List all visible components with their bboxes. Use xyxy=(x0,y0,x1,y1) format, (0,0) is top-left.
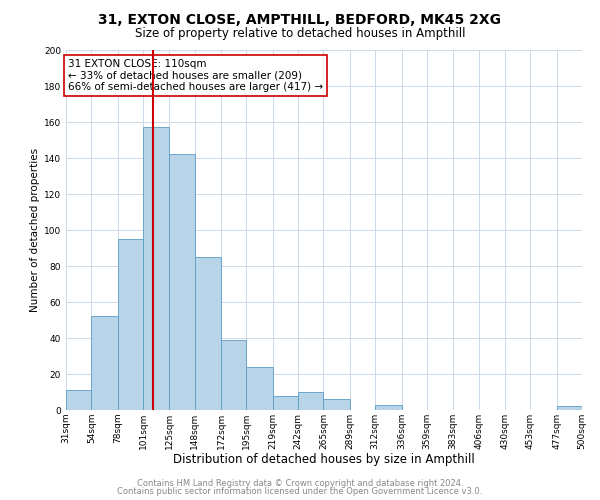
Bar xyxy=(169,154,195,410)
Bar xyxy=(375,404,401,410)
Text: Contains HM Land Registry data © Crown copyright and database right 2024.: Contains HM Land Registry data © Crown c… xyxy=(137,478,463,488)
Bar xyxy=(195,257,221,410)
Text: Contains public sector information licensed under the Open Government Licence v3: Contains public sector information licen… xyxy=(118,487,482,496)
Text: 31, EXTON CLOSE, AMPTHILL, BEDFORD, MK45 2XG: 31, EXTON CLOSE, AMPTHILL, BEDFORD, MK45… xyxy=(98,12,502,26)
Bar xyxy=(66,390,91,410)
Bar xyxy=(273,396,298,410)
Bar xyxy=(557,406,582,410)
Bar xyxy=(323,399,350,410)
Bar xyxy=(118,239,143,410)
Bar xyxy=(298,392,323,410)
Text: 31 EXTON CLOSE: 110sqm
← 33% of detached houses are smaller (209)
66% of semi-de: 31 EXTON CLOSE: 110sqm ← 33% of detached… xyxy=(68,59,323,92)
Text: Size of property relative to detached houses in Ampthill: Size of property relative to detached ho… xyxy=(135,28,465,40)
Bar xyxy=(247,367,273,410)
Bar xyxy=(143,128,169,410)
Bar xyxy=(221,340,247,410)
X-axis label: Distribution of detached houses by size in Ampthill: Distribution of detached houses by size … xyxy=(173,454,475,466)
Y-axis label: Number of detached properties: Number of detached properties xyxy=(30,148,40,312)
Bar xyxy=(91,316,118,410)
